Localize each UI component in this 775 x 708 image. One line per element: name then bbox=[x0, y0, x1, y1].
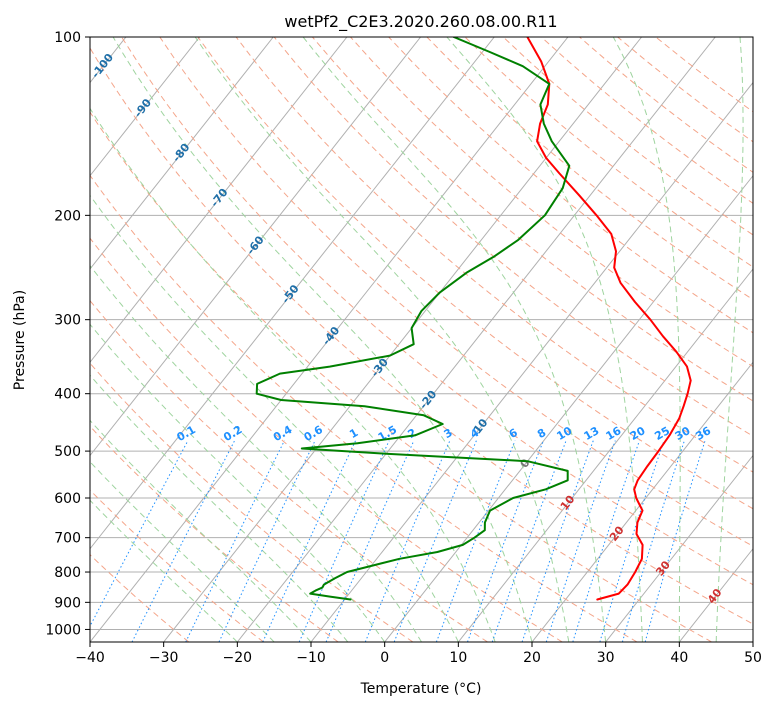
x-tick-label: 0 bbox=[380, 650, 389, 666]
dry-adiabat-line bbox=[90, 362, 414, 642]
isotherm-line bbox=[90, 37, 495, 550]
mixing-ratio-line bbox=[185, 440, 285, 642]
dry-adiabat-line bbox=[90, 174, 638, 642]
dry-adiabat-line bbox=[90, 554, 190, 642]
moist-adiabat-line bbox=[612, 37, 681, 642]
isotherm-line bbox=[531, 361, 753, 642]
dry-adiabat-line bbox=[159, 37, 753, 547]
dry-adiabat-line bbox=[90, 237, 563, 642]
moist-adiabat-line bbox=[90, 323, 386, 642]
x-tick-label: −40 bbox=[75, 650, 105, 666]
moist-adiabat-line bbox=[302, 37, 607, 642]
mixing-ratio-line bbox=[467, 440, 544, 642]
dry-adiabat-line bbox=[90, 299, 488, 642]
isotherm-line bbox=[90, 37, 201, 177]
y-tick-label: 900 bbox=[54, 595, 81, 611]
series-layer bbox=[255, 37, 692, 601]
moist-adiabat-line bbox=[90, 194, 459, 642]
x-tick-label: 30 bbox=[597, 650, 615, 666]
isotherm-line bbox=[90, 37, 348, 364]
moist-adiabat-line bbox=[90, 107, 496, 642]
isotherm-line bbox=[384, 174, 753, 642]
isotherm-line bbox=[163, 37, 643, 642]
y-tick-label: 700 bbox=[54, 531, 81, 547]
mixing-ratio-line bbox=[644, 440, 706, 642]
dewpoint-profile-line bbox=[255, 37, 571, 601]
dry-adiabat-line bbox=[350, 37, 753, 368]
y-tick-label: 600 bbox=[54, 491, 81, 507]
x-axis-title: Temperature (°C) bbox=[360, 681, 482, 697]
y-axis-title: Pressure (hPa) bbox=[12, 290, 28, 390]
dry-adiabat-line bbox=[197, 37, 753, 510]
isotherm-line bbox=[90, 37, 274, 270]
x-axis-ticks: −40 −30 −20 −10 0 10 20 30 40 50 bbox=[75, 642, 762, 666]
y-tick-label: 1000 bbox=[45, 622, 81, 638]
background-lines bbox=[90, 37, 753, 642]
x-tick-label: 40 bbox=[670, 650, 688, 666]
mixing-ratio-line bbox=[325, 440, 415, 642]
dry-adiabat-line bbox=[121, 37, 753, 586]
chart-title: wetPf2_C2E3.2020.260.08.00.R11 bbox=[284, 12, 557, 32]
moist-adiabat-line bbox=[90, 264, 422, 642]
mixing-ratio-line bbox=[491, 440, 567, 642]
x-tick-label: −10 bbox=[296, 650, 326, 666]
dry-adiabat-line bbox=[235, 37, 753, 473]
isotherm-line bbox=[605, 454, 753, 642]
moist-adiabat-line bbox=[446, 37, 643, 642]
y-tick-label: 100 bbox=[54, 30, 81, 46]
dry-adiabat-line bbox=[90, 111, 712, 642]
moist-adiabat-line bbox=[194, 37, 570, 642]
mixing-ratio-line bbox=[262, 440, 357, 642]
dry-adiabat-line bbox=[312, 37, 753, 402]
temperature-profile-line bbox=[526, 37, 692, 601]
moist-adiabat-line bbox=[90, 374, 349, 642]
mixing-ratio-line bbox=[298, 440, 390, 642]
mixing-ratio-line bbox=[364, 440, 451, 642]
x-tick-label: 50 bbox=[744, 650, 762, 666]
dry-adiabat-line bbox=[90, 425, 339, 642]
x-tick-label: −20 bbox=[223, 650, 253, 666]
isotherm-line bbox=[90, 37, 422, 457]
x-tick-label: 10 bbox=[449, 650, 467, 666]
y-tick-label: 200 bbox=[54, 208, 81, 224]
y-tick-label: 800 bbox=[54, 565, 81, 581]
moist-adiabat-line bbox=[90, 499, 238, 642]
x-tick-label: 20 bbox=[523, 650, 541, 666]
isotherm-line bbox=[457, 268, 753, 642]
dry-adiabat-line bbox=[90, 47, 753, 625]
moist-adiabat-line bbox=[715, 37, 744, 642]
mixing-ratio-line bbox=[599, 440, 665, 642]
x-tick-label: −30 bbox=[149, 650, 179, 666]
dry-adiabat-line bbox=[273, 37, 753, 437]
mixing-ratio-line bbox=[521, 440, 594, 642]
mixing-ratio-line bbox=[621, 440, 685, 642]
moist-adiabat-line bbox=[112, 37, 533, 642]
plot-frame bbox=[89, 36, 754, 643]
y-tick-label: 500 bbox=[54, 444, 81, 460]
y-tick-label: 300 bbox=[54, 313, 81, 329]
isotherm-line bbox=[236, 37, 716, 642]
y-axis-ticks: 100 200 300 400 500 600 700 800 900 1000 bbox=[45, 30, 90, 638]
moist-adiabat-line bbox=[90, 419, 312, 642]
plot-background bbox=[90, 37, 753, 642]
y-tick-label: 400 bbox=[54, 387, 81, 403]
